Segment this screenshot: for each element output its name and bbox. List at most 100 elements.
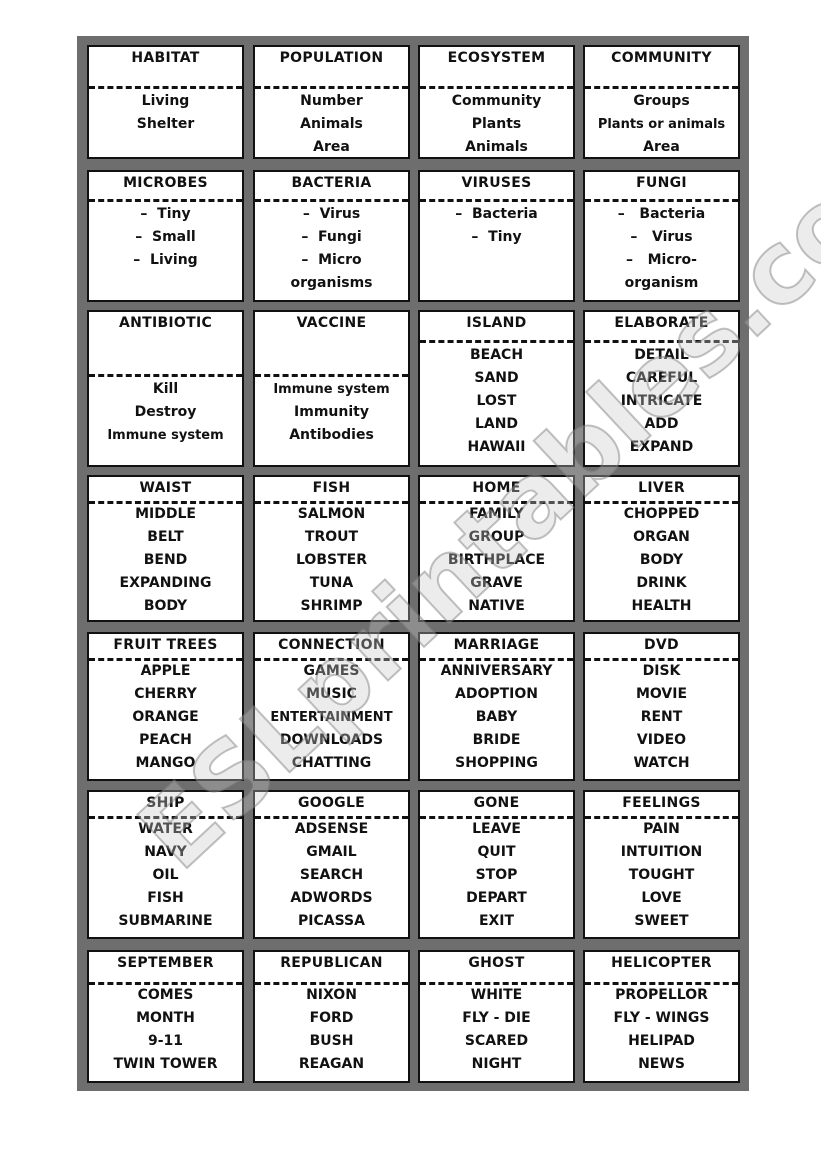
card-title: SEPTEMBER (117, 955, 214, 971)
dashed-divider (420, 340, 573, 343)
taboo-word-list: Community Plants Animals (420, 90, 573, 157)
taboo-card: FEELINGS PAIN INTUITION TOUGHT LOVE SWEET (583, 790, 740, 939)
taboo-word: WHITE (470, 987, 523, 1003)
dashed-divider (420, 86, 573, 89)
taboo-card: BACTERIA – Virus – Fungi – Micro organisms (253, 170, 410, 302)
taboo-word: SAND (474, 370, 519, 386)
taboo-word: DRINK (636, 575, 687, 591)
taboo-word: SUBMARINE (118, 913, 213, 929)
card-title: FISH (312, 480, 351, 496)
taboo-word: FAMILY (469, 506, 524, 522)
taboo-word: organisms (290, 275, 373, 291)
taboo-word: Kill (152, 381, 179, 397)
taboo-word: RENT (640, 709, 683, 725)
taboo-word: EXPAND (629, 439, 694, 455)
taboo-word: BRIDE (472, 732, 521, 748)
taboo-word: SWEET (634, 913, 689, 929)
card-title: LIVER (638, 480, 685, 496)
dashed-divider (420, 658, 573, 661)
taboo-card: HOME FAMILY GROUP BIRTHPLACE GRAVE NATIVE (418, 475, 575, 622)
taboo-word-list: – Bacteria – Virus – Micro-organism (585, 203, 738, 295)
taboo-word: GAMES (303, 663, 360, 679)
card-title: COMMUNITY (611, 50, 712, 66)
taboo-word-list: LEAVE QUIT STOP DEPART EXIT (420, 818, 573, 933)
dashed-divider (255, 374, 408, 377)
taboo-word: WATER (138, 821, 193, 837)
taboo-word: PICASSA (298, 913, 365, 929)
taboo-word-list: WATER NAVY OIL FISH SUBMARINE (89, 818, 242, 933)
taboo-word: NEWS (638, 1056, 685, 1072)
taboo-word: ANNIVERSARY (440, 663, 553, 679)
taboo-card: HABITAT Living Shelter (87, 45, 244, 159)
taboo-word-list: FAMILY GROUP BIRTHPLACE GRAVE NATIVE (420, 503, 573, 618)
taboo-card: LIVER CHOPPED ORGAN BODY DRINK HEALTH (583, 475, 740, 622)
taboo-word: DETAIL (634, 347, 689, 363)
taboo-word: – Virus (630, 229, 693, 245)
taboo-card: MICROBES – Tiny – Small – Living (87, 170, 244, 302)
taboo-word: EXIT (478, 913, 515, 929)
taboo-word: PROPELLOR (615, 987, 708, 1003)
taboo-word: MOVIE (635, 686, 688, 702)
taboo-word: LOVE (641, 890, 682, 906)
taboo-word: 9-11 (147, 1033, 184, 1049)
card-title: SHIP (146, 795, 185, 811)
taboo-word: MANGO (135, 755, 196, 771)
taboo-word: Antibodies (289, 427, 374, 443)
dashed-divider (89, 658, 242, 661)
taboo-card: ELABORATE DETAIL CAREFUL INTRICATE ADD EXPAND (583, 310, 740, 467)
taboo-word: NIGHT (471, 1056, 522, 1072)
taboo-word: SEARCH (299, 867, 364, 883)
taboo-word: – Fungi (301, 229, 362, 245)
taboo-word-list: ADSENSE GMAIL SEARCH ADWORDS PICASSA (255, 818, 408, 933)
dashed-divider (585, 340, 738, 343)
taboo-word: NIXON (306, 987, 357, 1003)
taboo-word: – Micro- (626, 252, 697, 268)
taboo-word: DEPART (466, 890, 527, 906)
taboo-card: VIRUSES – Bacteria – Tiny (418, 170, 575, 302)
dashed-divider (585, 86, 738, 89)
taboo-word: CAREFUL (625, 370, 698, 386)
taboo-word: DOWNLOADS (279, 732, 384, 748)
taboo-word: GMAIL (306, 844, 357, 860)
card-title: MICROBES (123, 175, 208, 191)
taboo-word-list: Groups Plants or animals Area (585, 90, 738, 157)
taboo-word: Groups (633, 93, 690, 109)
taboo-word-list: NIXON FORD BUSH REAGAN (255, 984, 408, 1076)
taboo-word: GROUP (468, 529, 525, 545)
taboo-word: ADD (644, 416, 679, 432)
taboo-word-list: – Tiny – Small – Living (89, 203, 242, 272)
card-sheet: HABITAT Living Shelter POPULATION Number Anim… (77, 36, 749, 1091)
taboo-word: organism (624, 275, 699, 291)
dashed-divider (255, 816, 408, 819)
dashed-divider (89, 982, 242, 985)
taboo-word: LEAVE (472, 821, 521, 837)
card-title: GOOGLE (297, 795, 366, 811)
taboo-word: HAWAII (467, 439, 526, 455)
taboo-word: NAVY (144, 844, 187, 860)
taboo-word: Community (451, 93, 542, 109)
dashed-divider (255, 86, 408, 89)
card-title: WAIST (139, 480, 192, 496)
dashed-divider (255, 982, 408, 985)
taboo-word-list: SALMON TROUT LOBSTER TUNA SHRIMP (255, 503, 408, 618)
taboo-word: Plants (471, 116, 522, 132)
taboo-word: – Tiny (471, 229, 522, 245)
taboo-word: FLY - WINGS (613, 1010, 710, 1026)
taboo-word: VIDEO (636, 732, 687, 748)
dashed-divider (89, 86, 242, 89)
card-title: GHOST (468, 955, 525, 971)
taboo-word: TOUGHT (628, 867, 695, 883)
taboo-card: ECOSYSTEM Community Plants Animals (418, 45, 575, 159)
taboo-word: Animals (465, 139, 528, 155)
taboo-word-list: – Virus – Fungi – Micro organisms (255, 203, 408, 295)
taboo-card: FUNGI – Bacteria – Virus – Micro-organism (583, 170, 740, 302)
taboo-card: POPULATION Number Animals Area (253, 45, 410, 159)
card-title: REPUBLICAN (280, 955, 383, 971)
taboo-word: CHERRY (134, 686, 197, 702)
taboo-word: BODY (143, 598, 188, 614)
taboo-word-list: CHOPPED ORGAN BODY DRINK HEALTH (585, 503, 738, 618)
card-title: FUNGI (636, 175, 687, 191)
card-title: VACCINE (296, 315, 367, 331)
taboo-word: SHRIMP (300, 598, 363, 614)
taboo-word: MUSIC (306, 686, 357, 702)
